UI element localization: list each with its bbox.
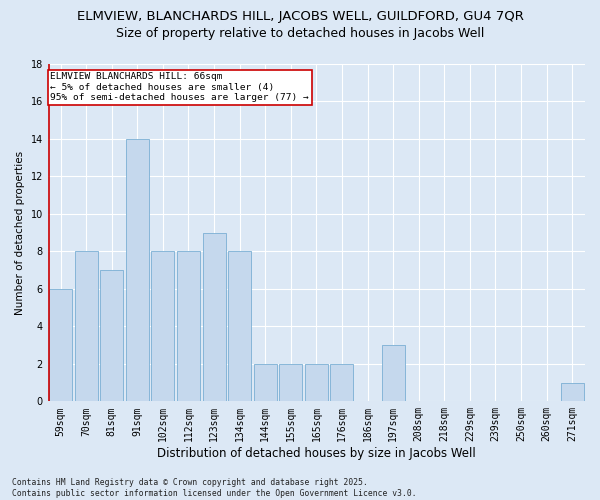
Text: Size of property relative to detached houses in Jacobs Well: Size of property relative to detached ho… [116, 28, 484, 40]
Bar [228, 252, 251, 402]
Bar [254, 364, 277, 402]
Bar [74, 252, 98, 402]
Bar [280, 364, 302, 402]
Y-axis label: Number of detached properties: Number of detached properties [15, 150, 25, 314]
Bar [560, 382, 584, 402]
Bar [126, 139, 149, 402]
Bar [305, 364, 328, 402]
Text: ELMVIEW, BLANCHARDS HILL, JACOBS WELL, GUILDFORD, GU4 7QR: ELMVIEW, BLANCHARDS HILL, JACOBS WELL, G… [77, 10, 523, 23]
Bar [331, 364, 353, 402]
Text: ELMVIEW BLANCHARDS HILL: 66sqm
← 5% of detached houses are smaller (4)
95% of se: ELMVIEW BLANCHARDS HILL: 66sqm ← 5% of d… [50, 72, 309, 102]
Bar [151, 252, 175, 402]
Bar [203, 232, 226, 402]
X-axis label: Distribution of detached houses by size in Jacobs Well: Distribution of detached houses by size … [157, 447, 476, 460]
Bar [177, 252, 200, 402]
Bar [100, 270, 123, 402]
Bar [49, 289, 72, 402]
Text: Contains HM Land Registry data © Crown copyright and database right 2025.
Contai: Contains HM Land Registry data © Crown c… [12, 478, 416, 498]
Bar [382, 345, 404, 402]
